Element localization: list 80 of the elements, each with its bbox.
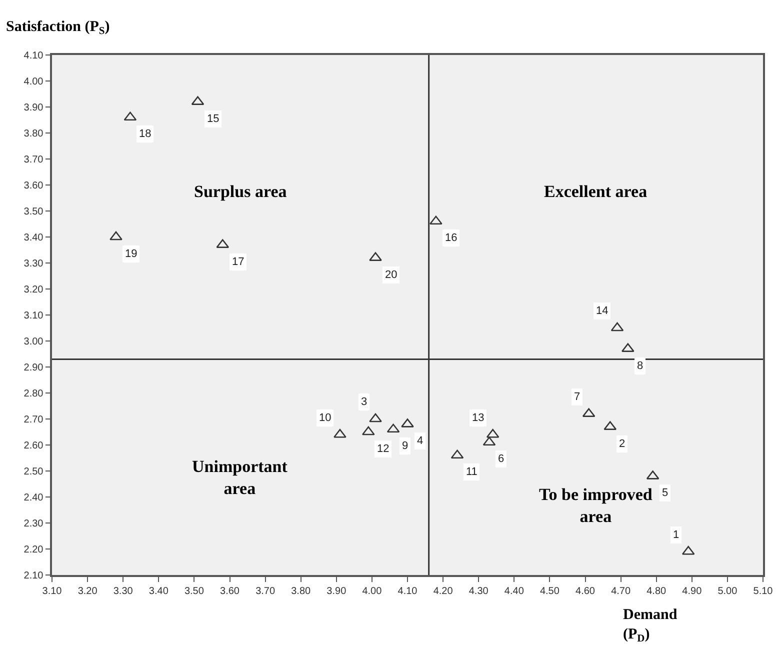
x-axis-title: Demand (P$_{D}$) [623, 607, 678, 645]
annotation: 12 [377, 443, 390, 455]
x-tick-label: 3.70 [256, 586, 276, 597]
x-tick-label: 4.60 [576, 586, 596, 597]
point [486, 428, 500, 438]
y-tick-label: 3.40 [24, 232, 44, 244]
annotation: 5 [662, 487, 668, 499]
y-tick-label: 3.10 [24, 310, 44, 322]
y-tick-label: 3.20 [24, 284, 44, 296]
annotation: 13 [472, 412, 484, 424]
x-tick-label: 3.90 [326, 586, 347, 597]
y-tick-label: 2.80 [24, 388, 44, 400]
point [450, 450, 464, 459]
x-tick-label: 4.00 [362, 586, 382, 597]
x-tick-label: 4.10 [398, 586, 418, 597]
annotation: 11 [466, 466, 478, 478]
point [610, 322, 624, 332]
annotation: Unimportant area [192, 457, 288, 498]
x-tick-label: 3.20 [78, 586, 98, 597]
annotation: Surplus area [194, 182, 288, 201]
x-tick-label: 3.80 [291, 586, 312, 597]
point [334, 428, 346, 438]
annotation: 16 [445, 232, 458, 244]
y-tick-label: 3.30 [24, 258, 44, 270]
x-tick-label: 5.00 [718, 586, 738, 597]
point [369, 413, 382, 422]
y-tick-label: 2.10 [24, 570, 44, 582]
y-tick-label: 3.60 [24, 180, 44, 192]
x-tick-label: 3.60 [220, 586, 240, 597]
x-tick-label: 3.50 [184, 586, 204, 597]
point [386, 424, 400, 433]
annotation: 20 [385, 269, 398, 281]
y-tick-label: 2.70 [24, 414, 44, 426]
point [362, 426, 375, 436]
y-tick-label: 3.70 [24, 154, 44, 166]
x-tick-label: 4.30 [468, 586, 489, 597]
y-tick-label: 3.50 [24, 206, 44, 218]
point [124, 112, 137, 121]
point [682, 546, 695, 555]
y-tick-label: 3.90 [24, 102, 44, 114]
x-tick-label: 5.10 [753, 586, 774, 597]
x-tick-label: 4.40 [504, 586, 524, 597]
annotation: 6 [498, 453, 504, 465]
y-tick-label: 2.20 [24, 544, 44, 556]
x-tick-label: 3.10 [42, 586, 62, 597]
y-axis-title: Satisfaction (P$_{S}$) [6, 19, 110, 38]
annotation: 8 [637, 360, 644, 372]
x-tick-label: 4.80 [646, 586, 667, 597]
x-tick-label: 3.40 [148, 586, 169, 597]
annotation: 19 [125, 248, 138, 260]
y-tick-label: 2.90 [24, 362, 44, 374]
annotation: 15 [207, 113, 220, 125]
annotation: 7 [574, 391, 580, 403]
annotation: 9 [402, 440, 408, 452]
x-tick-label: 4.20 [433, 586, 454, 597]
x-tick-label: 4.50 [540, 586, 560, 597]
annotation: 3 [361, 396, 368, 408]
annotation: 10 [319, 412, 332, 424]
x-tick-label: 3.30 [113, 586, 134, 597]
y-tick-label: 2.40 [24, 492, 44, 504]
annotation: To be improved area [539, 485, 653, 526]
annotation: 4 [417, 435, 424, 447]
x-tick-label: 4.70 [611, 586, 631, 597]
point [482, 436, 496, 446]
annotation: 1 [673, 529, 680, 541]
annotation: 18 [139, 128, 152, 140]
annotation: 14 [596, 305, 608, 317]
y-tick-label: 2.60 [24, 440, 44, 452]
annotation: Excellent area [544, 182, 648, 201]
y-tick-label: 4.00 [24, 76, 44, 88]
y-tick-label: 2.50 [24, 466, 44, 478]
y-tick-label: 2.30 [24, 518, 44, 530]
annotation: 2 [619, 438, 626, 450]
y-tick-label: 3.00 [24, 336, 44, 348]
y-tick-label: 4.10 [24, 50, 44, 62]
point [430, 216, 442, 225]
point [110, 231, 122, 240]
y-tick-label: 3.80 [24, 128, 44, 140]
x-tick-label: 4.90 [682, 586, 702, 597]
annotation: 17 [232, 256, 244, 268]
